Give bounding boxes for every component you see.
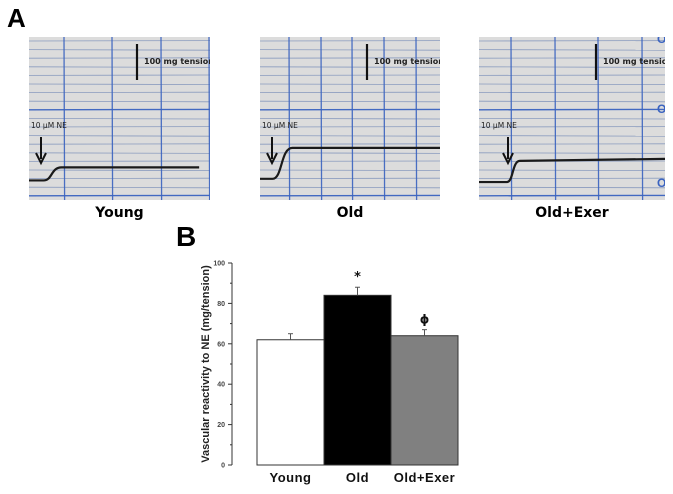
grid-line-horizontal (29, 118, 210, 120)
grid-line-horizontal (29, 169, 210, 172)
x-tick-label: Old+Exer (394, 470, 455, 485)
grid-line-vertical (351, 37, 354, 200)
grid-line-horizontal (29, 49, 210, 51)
grid-line-vertical (383, 37, 386, 200)
trace-svg: O O O 100 mg tension 10 µM NE (479, 37, 665, 200)
paper-marker: O (657, 37, 665, 46)
grid-line-horizontal (260, 118, 440, 120)
grid-line-vertical (320, 37, 323, 200)
tension-trace (260, 146, 440, 180)
grid-line-horizontal (260, 66, 440, 68)
grid-line-vertical (597, 37, 600, 200)
stimulus-arrow-head (502, 152, 514, 166)
panel-a-label: A (7, 3, 26, 33)
significance-annotation: ϕ (420, 313, 430, 327)
grid-line-horizontal (479, 100, 665, 103)
grid-line-horizontal (260, 83, 440, 85)
grid-line-horizontal (479, 152, 665, 154)
trace-svg: 100 mg tension 10 µM NE (29, 37, 210, 200)
grid-line-horizontal (29, 100, 210, 103)
grid-line-horizontal (29, 186, 210, 189)
scale-bar-label: 100 mg tension (144, 57, 210, 66)
x-tick-label: Young (270, 470, 312, 485)
panel-b-label: B (176, 221, 197, 252)
grid-line-horizontal (29, 135, 210, 137)
y-tick-label: 40 (217, 382, 225, 389)
grid-line-horizontal (260, 100, 440, 103)
significance-annotation: * (354, 270, 361, 285)
x-tick-label: Old (346, 470, 369, 485)
tension-trace (479, 157, 665, 184)
grid-line-horizontal (479, 66, 665, 68)
grid-line-horizontal (260, 49, 440, 51)
tension-trace (29, 166, 200, 182)
bar (256, 339, 325, 466)
trace-panel-young: 100 mg tension 10 µM NE (29, 37, 210, 200)
grid-line-vertical (415, 37, 418, 200)
bar (390, 335, 459, 466)
scale-bar-label: 100 mg tension (374, 57, 440, 66)
y-tick-label: 0 (221, 463, 225, 470)
scale-bar-label: 100 mg tension (603, 57, 665, 66)
grid-line-vertical (160, 37, 163, 200)
grid-line-vertical (208, 37, 210, 200)
grid-line-horizontal (29, 152, 210, 154)
trace-panel-old: 100 mg tension 10 µM NE (260, 37, 440, 200)
trace-caption-old: Old (336, 205, 364, 221)
paper-marker: O (657, 102, 665, 116)
bar (323, 294, 392, 466)
grid-line-vertical (288, 37, 291, 200)
grid-line-horizontal (479, 186, 665, 189)
bar-chart-svg: Vascular reactivity to NE (mg/tension) 0 2… (200, 261, 459, 485)
grid-line-vertical (111, 37, 114, 200)
grid-line-horizontal (479, 83, 665, 85)
trace-caption-old-exer: Old+Exer (535, 205, 609, 221)
grid-line-horizontal (29, 66, 210, 68)
trace-svg: 100 mg tension 10 µM NE (260, 37, 440, 200)
stimulus-arrow-head (266, 152, 278, 166)
trace-caption-young: Young (95, 205, 144, 221)
grid-line-horizontal (479, 169, 665, 172)
grid-line-horizontal (479, 49, 665, 51)
paper-marker: O (657, 176, 665, 190)
y-tick-label: 20 (217, 422, 225, 429)
grid-line-horizontal (479, 118, 665, 120)
grid-line-vertical (641, 37, 644, 200)
stimulus-label: 10 µM NE (262, 121, 298, 130)
y-tick-label: 80 (217, 301, 225, 308)
bar-chart: Vascular reactivity to NE (mg/tension) 0 2… (190, 250, 473, 494)
y-axis-label: Vascular reactivity to NE (mg/tension) (200, 265, 212, 463)
trace-panel-old-exer: O O O 100 mg tension 10 µM NE (479, 37, 665, 200)
stimulus-arrow-head (35, 152, 47, 166)
stimulus-label: 10 µM NE (31, 121, 67, 130)
grid-line-horizontal (29, 83, 210, 85)
grid-line-vertical (554, 37, 557, 200)
grid-line-vertical (63, 37, 66, 200)
stimulus-label: 10 µM NE (481, 121, 517, 130)
y-tick-label: 60 (217, 341, 225, 348)
y-tick-label: 100 (213, 261, 225, 268)
grid-line-horizontal (479, 135, 665, 137)
